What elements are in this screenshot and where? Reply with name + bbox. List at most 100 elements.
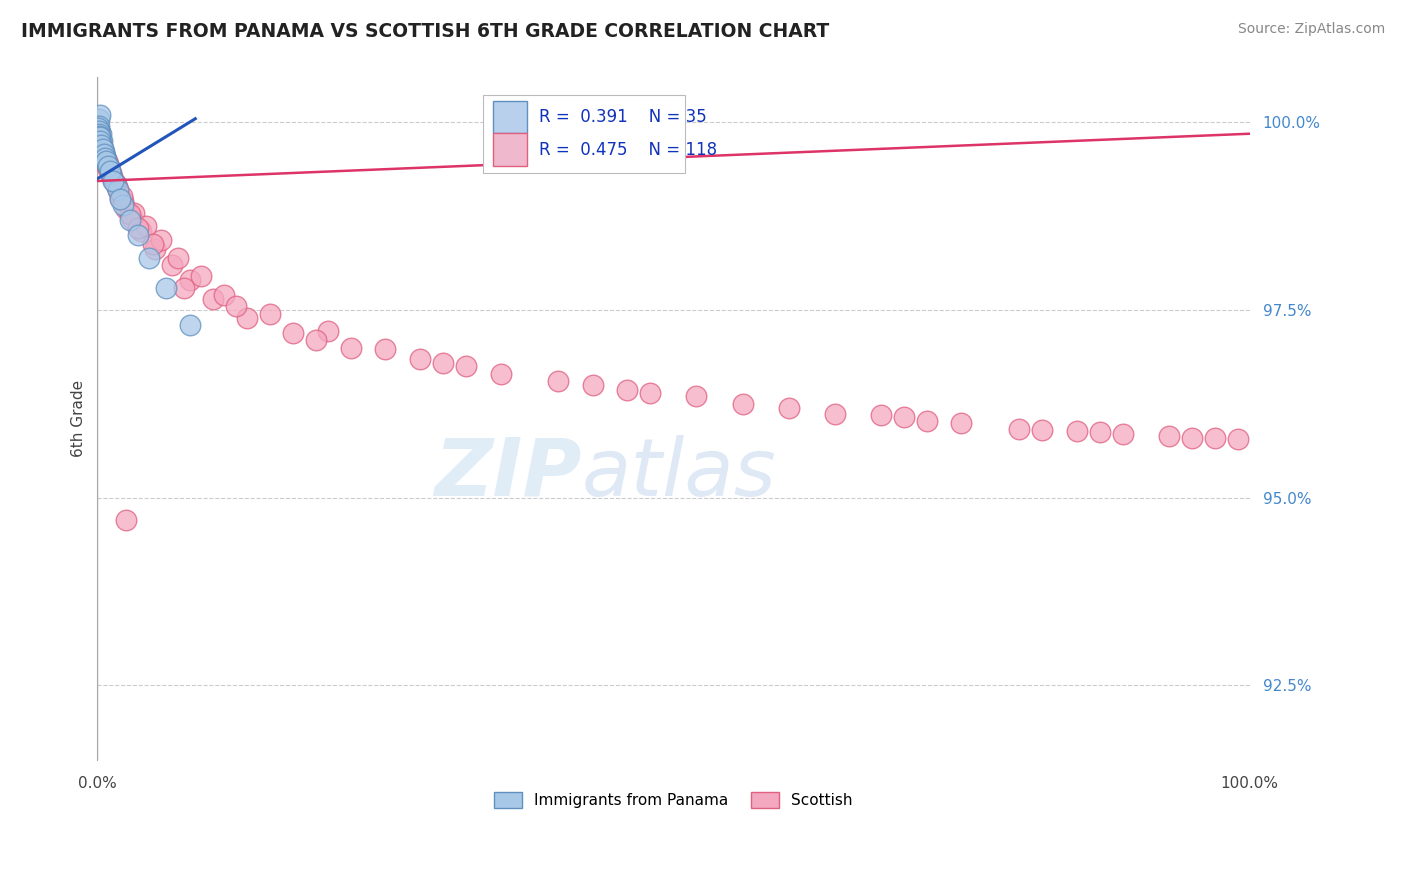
FancyBboxPatch shape: [492, 134, 527, 166]
Point: [89, 129, 111, 144]
Point: [685, 389, 707, 403]
Point: [127, 228, 149, 243]
Point: [94, 149, 117, 163]
Point: [87, 124, 110, 138]
Point: [93, 151, 115, 165]
Point: [100, 166, 122, 180]
Point: [89, 134, 111, 148]
Point: [142, 237, 165, 252]
Text: atlas: atlas: [581, 434, 776, 513]
Point: [489, 367, 512, 381]
Point: [89, 128, 111, 142]
Point: [98, 161, 121, 176]
Point: [87, 123, 110, 137]
Point: [100, 168, 122, 182]
Point: [127, 220, 149, 235]
Point: [179, 273, 201, 287]
Point: [547, 375, 569, 389]
Point: [110, 189, 132, 203]
Point: [190, 269, 212, 284]
Point: [87, 120, 110, 134]
Point: [91, 142, 114, 156]
Point: [105, 180, 128, 194]
Point: [90, 137, 112, 152]
Point: [167, 251, 190, 265]
Point: [104, 176, 127, 190]
Point: [89, 133, 111, 147]
FancyBboxPatch shape: [492, 101, 527, 134]
Point: [89, 112, 111, 126]
Point: [118, 207, 141, 221]
Point: [316, 324, 339, 338]
Y-axis label: 6th Grade: 6th Grade: [72, 380, 86, 458]
Point: [90, 136, 112, 151]
Legend: Immigrants from Panama, Scottish: Immigrants from Panama, Scottish: [488, 786, 859, 814]
Point: [89, 108, 111, 122]
Point: [259, 307, 281, 321]
Point: [91, 141, 114, 155]
Point: [340, 341, 363, 355]
Point: [98, 164, 121, 178]
Point: [111, 198, 134, 212]
Point: [731, 397, 754, 411]
Point: [91, 144, 114, 158]
Text: Source: ZipAtlas.com: Source: ZipAtlas.com: [1237, 22, 1385, 37]
Point: [103, 174, 125, 188]
Point: [90, 138, 112, 153]
Point: [155, 280, 177, 294]
Point: [97, 161, 120, 176]
Text: R =  0.475    N = 118: R = 0.475 N = 118: [538, 141, 717, 159]
Point: [107, 183, 129, 197]
Point: [1204, 432, 1226, 446]
Point: [915, 414, 938, 428]
Point: [90, 139, 112, 153]
Point: [97, 161, 120, 175]
Point: [162, 258, 184, 272]
Point: [87, 120, 110, 134]
Point: [138, 251, 160, 265]
Point: [87, 122, 110, 136]
Point: [87, 121, 110, 136]
Point: [96, 158, 118, 172]
Text: ZIP: ZIP: [434, 434, 581, 513]
Point: [91, 145, 114, 160]
Point: [135, 219, 157, 233]
Point: [94, 155, 117, 169]
Point: [87, 127, 110, 141]
Point: [91, 142, 114, 156]
Point: [96, 157, 118, 171]
Point: [121, 211, 143, 226]
Point: [143, 242, 166, 256]
Point: [98, 163, 121, 178]
Point: [409, 351, 432, 366]
Point: [87, 124, 110, 138]
Point: [305, 333, 328, 347]
Point: [90, 138, 112, 153]
Point: [91, 142, 114, 156]
Point: [100, 167, 122, 181]
Point: [107, 183, 129, 197]
Point: [87, 127, 110, 141]
Point: [149, 233, 172, 247]
Point: [87, 120, 110, 134]
Point: [869, 408, 891, 422]
Point: [1112, 426, 1135, 441]
Point: [104, 177, 127, 191]
Point: [96, 154, 118, 169]
Point: [97, 161, 120, 175]
Point: [893, 409, 915, 424]
Point: [1066, 424, 1088, 438]
Point: [93, 147, 115, 161]
Point: [454, 359, 477, 374]
Point: [89, 133, 111, 147]
Point: [89, 135, 111, 149]
FancyBboxPatch shape: [484, 95, 685, 173]
Point: [90, 139, 112, 153]
Point: [90, 127, 112, 141]
Point: [111, 194, 134, 209]
Point: [94, 154, 117, 169]
Point: [236, 310, 259, 325]
Point: [93, 149, 115, 163]
Point: [115, 202, 138, 216]
Point: [89, 128, 111, 143]
